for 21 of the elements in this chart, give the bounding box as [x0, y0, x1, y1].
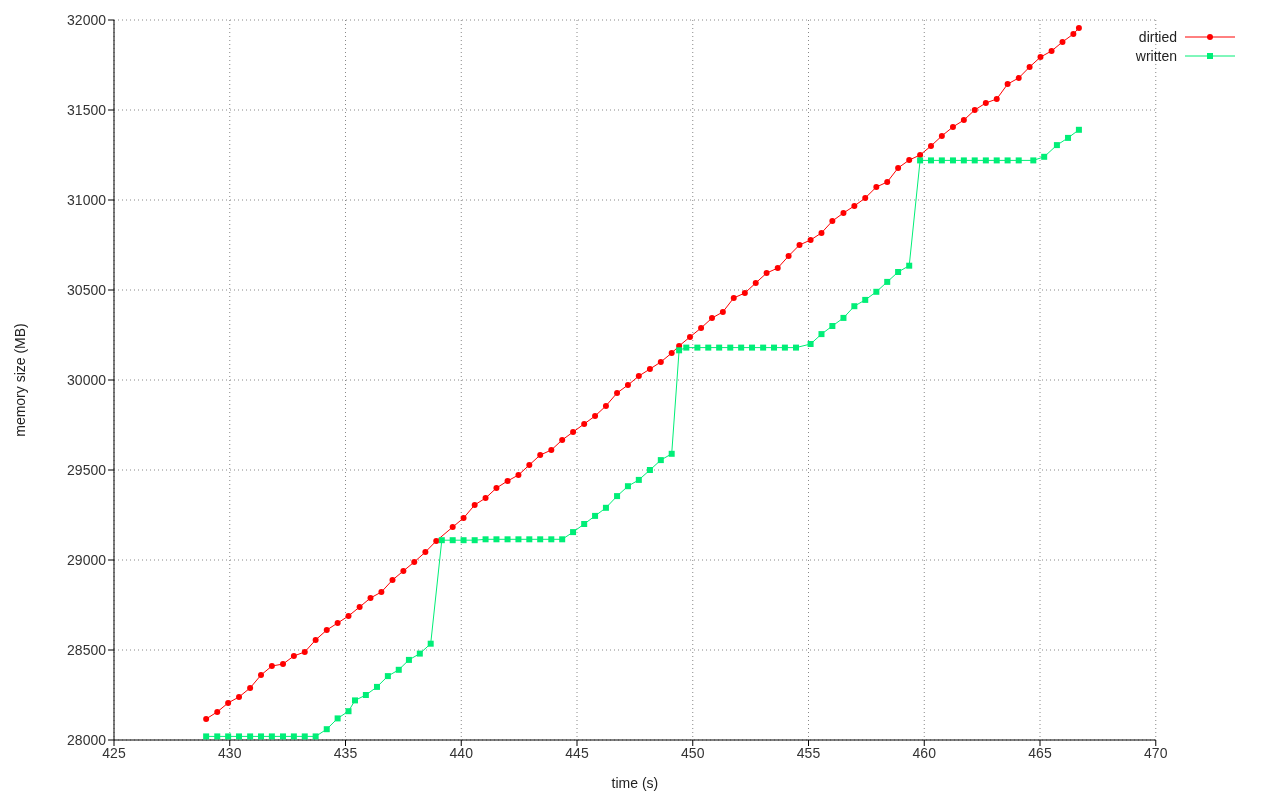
y-tick-label: 29000: [67, 551, 107, 568]
legend-label: dirtied: [1138, 28, 1177, 45]
y-tick-label: 28500: [67, 641, 107, 658]
legend-label: written: [1135, 47, 1177, 64]
y-tick-label: 29500: [67, 461, 107, 478]
y-tick-label: 31000: [67, 191, 107, 208]
y-tick-label: 32000: [67, 11, 107, 28]
x-axis-title: time (s): [611, 775, 659, 791]
x-tick-label: 430: [218, 744, 242, 761]
x-tick-label: 450: [681, 744, 705, 761]
x-tick-label: 470: [1144, 744, 1168, 761]
y-axis-title: memory size (MB): [11, 323, 28, 437]
y-tick-label: 30000: [67, 371, 107, 388]
x-tick-label: 455: [796, 744, 821, 761]
y-tick-label: 30500: [67, 281, 107, 298]
y-tick-label: 31500: [67, 101, 107, 118]
x-tick-label: 445: [565, 744, 589, 761]
x-tick-label: 460: [912, 744, 937, 761]
x-tick-label: 465: [1028, 744, 1052, 761]
x-tick-label: 435: [333, 744, 358, 761]
x-tick-label: 440: [449, 744, 474, 761]
